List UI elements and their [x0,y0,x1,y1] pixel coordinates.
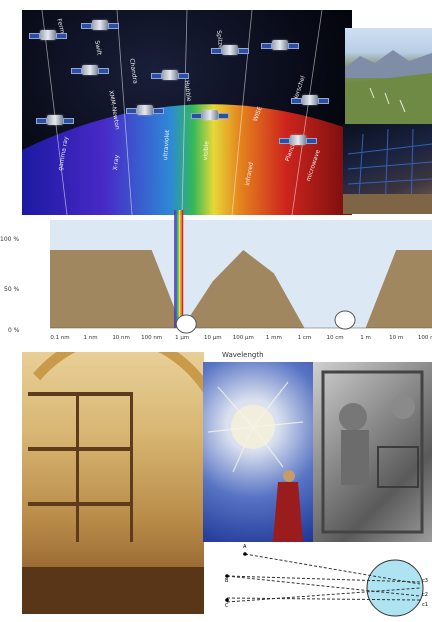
satellite-icon [211,45,249,55]
satellite-icon [279,135,317,145]
space-telescopes-illustration: Fermi Swift Chandra XMM-Newton Hubble Sp… [22,10,352,215]
x-tick-label: 1 cm [298,335,312,341]
visible-light-band [178,210,181,328]
x-tick-label: 1 µm [175,335,189,341]
y-tick-label: 100 % [0,236,20,243]
x-tick-label: 1 m [360,335,371,341]
x-tick-label: 10 µm [204,335,222,341]
x-tick-label: 100 µm [233,335,254,341]
point-c2-label: c2 [422,592,428,598]
x-tick-label: 10 m [389,335,403,341]
visible-light-band [180,210,182,328]
visible-light-band [181,210,184,328]
relief-carving [321,370,424,534]
satellite-icon [71,65,109,75]
satellite-icon [29,30,67,40]
band-visible: visible [202,140,211,161]
x-tick-label: 1 mm [266,335,282,341]
x-tick-label: 100 nm [141,335,162,341]
y-tick-label: 50 % [4,286,20,293]
spectrum-arc [22,10,352,215]
visible-light-band [177,210,179,328]
painting-figures [207,381,304,542]
satellite-icon [81,20,119,30]
satellite-icon [261,40,299,50]
chart-plot: 0.1 nm 1 nm 10 nm 100 nm 1 µm 10 µm 100 µm 1 mm… [50,210,432,341]
array-grid [343,128,432,214]
radio-telescope-site-photo [345,28,432,124]
point-b-label: B [225,578,229,584]
x-axis-label: Wavelength [222,351,264,359]
x-tick-label: 10 cm [326,335,343,341]
satellite-icon [151,70,189,80]
visible-light-band [174,210,176,328]
floor [22,567,204,614]
satellite-icon [126,105,164,115]
astronomer-engraving [22,352,204,614]
radio-telescope-icon [334,310,356,330]
x-tick-label: 1 nm [84,335,98,341]
optical-telescope-icon [175,314,197,334]
point-c-label: C [225,603,229,609]
parallax-lines [225,552,424,617]
satellite-icon [291,95,329,105]
opacity-area [50,250,432,328]
mountains [345,50,432,124]
visible-light-band [175,210,178,328]
point-c1-label: c1 [422,602,428,608]
satellite-icon [191,110,229,120]
point-a-label: A [243,544,247,550]
telescope-array-night-photo [343,124,432,214]
parallax-diagram: A B C c3 c2 c1 [205,542,432,622]
x-tick-label: 0.1 nm [50,335,69,341]
y-tick-label: 0 % [8,327,20,334]
sun-face-painting [203,362,313,542]
satellite-icon [36,115,74,125]
point-c3-label: c3 [422,578,428,584]
stone-relief-astronomer [313,362,432,542]
x-tick-label: 100 m [418,335,432,341]
atmospheric-opacity-chart: 0.1 nm 1 nm 10 nm 100 nm 1 µm 10 µm 100 µm 1 mm… [0,210,432,360]
x-tick-label: 10 nm [112,335,130,341]
